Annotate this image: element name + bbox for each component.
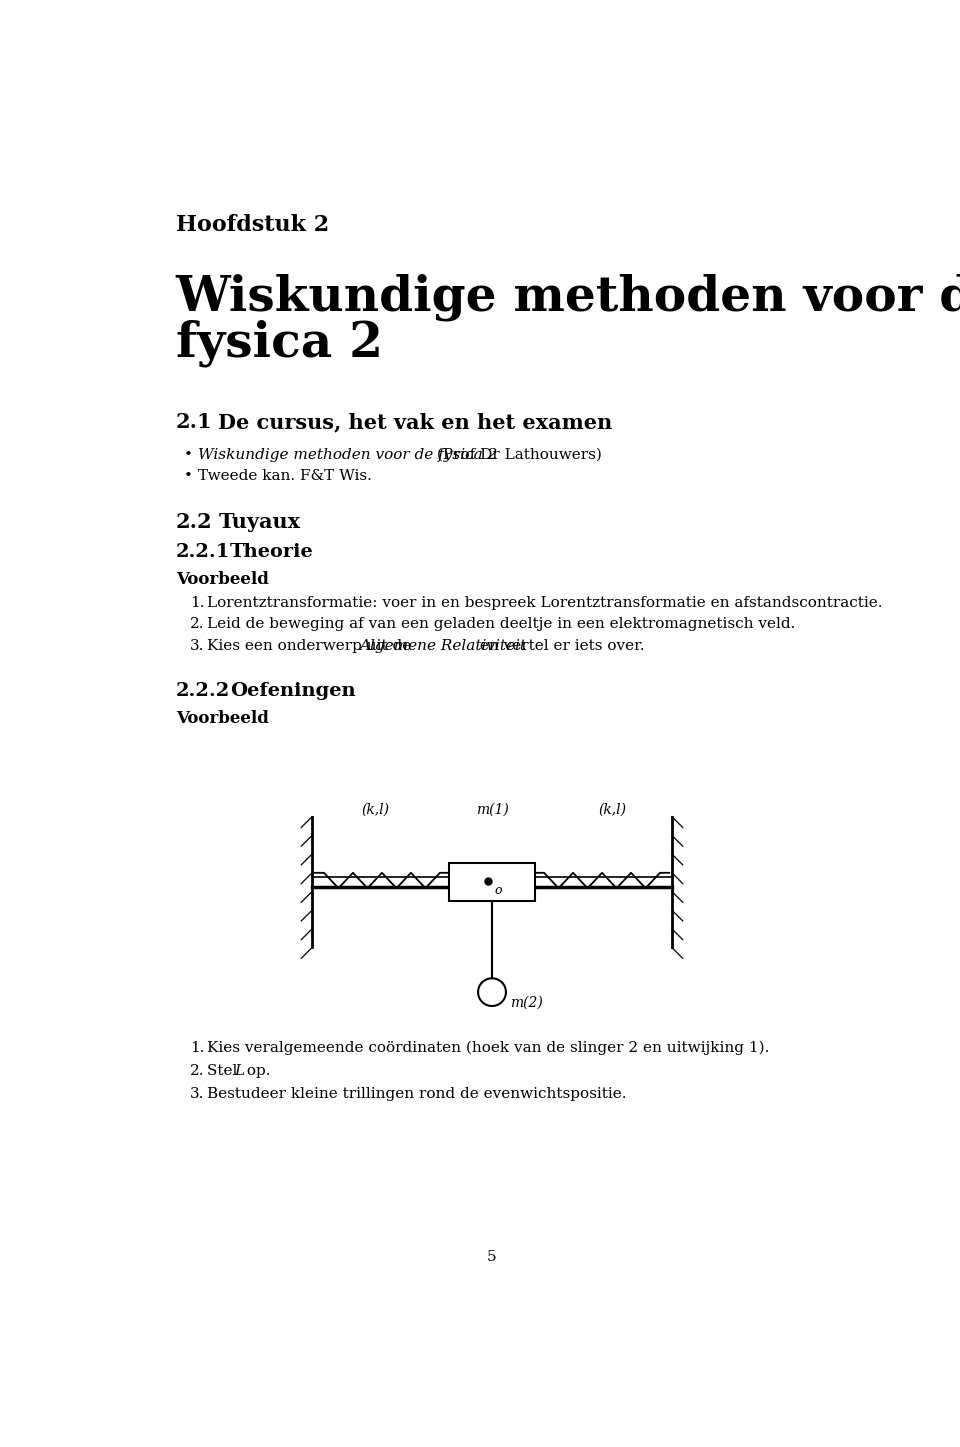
- Text: (k,l): (k,l): [362, 803, 390, 816]
- Text: 1.: 1.: [190, 1040, 204, 1055]
- Text: 2.2.2: 2.2.2: [176, 682, 230, 700]
- Text: L: L: [234, 1064, 244, 1078]
- Text: Voorbeeld: Voorbeeld: [176, 572, 269, 587]
- Text: 2.2.1: 2.2.1: [176, 543, 230, 561]
- Text: 2.: 2.: [190, 618, 204, 631]
- Text: Hoofdstuk 2: Hoofdstuk 2: [176, 214, 329, 236]
- Text: Kies veralgemeende coördinaten (hoek van de slinger 2 en uitwijking 1).: Kies veralgemeende coördinaten (hoek van…: [206, 1040, 769, 1055]
- Text: 3.: 3.: [190, 638, 204, 653]
- Text: op.: op.: [242, 1064, 270, 1078]
- Text: (k,l): (k,l): [598, 803, 626, 816]
- Text: •: •: [183, 469, 192, 483]
- Text: De cursus, het vak en het examen: De cursus, het vak en het examen: [219, 412, 612, 433]
- Text: Lorentztransformatie: voer in en bespreek Lorentztransformatie en afstandscontra: Lorentztransformatie: voer in en bespree…: [206, 596, 882, 609]
- Text: m(2): m(2): [510, 996, 542, 1010]
- Text: •: •: [183, 447, 192, 462]
- Text: 2.: 2.: [190, 1064, 204, 1078]
- Text: o: o: [494, 884, 502, 897]
- Text: Wiskundige methoden voor de: Wiskundige methoden voor de: [176, 273, 960, 321]
- Text: Algemene Relativiteit: Algemene Relativiteit: [359, 638, 526, 653]
- Text: en vertel er iets over.: en vertel er iets over.: [475, 638, 644, 653]
- Text: Oefeningen: Oefeningen: [230, 682, 355, 700]
- Text: Wiskundige methoden voor de fysica 2: Wiskundige methoden voor de fysica 2: [198, 447, 497, 462]
- Text: (Prof Dr Lathouwers): (Prof Dr Lathouwers): [432, 447, 601, 462]
- Bar: [449, 862, 535, 901]
- Text: 3.: 3.: [190, 1087, 204, 1101]
- Text: Theorie: Theorie: [230, 543, 314, 561]
- Text: Voorbeeld: Voorbeeld: [176, 709, 269, 726]
- Text: 2.2: 2.2: [176, 512, 212, 532]
- Text: Leid de beweging af van een geladen deeltje in een elektromagnetisch veld.: Leid de beweging af van een geladen deel…: [206, 618, 795, 631]
- Text: Kies een onderwerp uit de: Kies een onderwerp uit de: [206, 638, 416, 653]
- Text: fysica 2: fysica 2: [176, 320, 383, 368]
- Text: Stel: Stel: [206, 1064, 242, 1078]
- Text: Bestudeer kleine trillingen rond de evenwichtspositie.: Bestudeer kleine trillingen rond de even…: [206, 1087, 626, 1101]
- Text: 2.1: 2.1: [176, 412, 212, 433]
- Text: Tweede kan. F&T Wis.: Tweede kan. F&T Wis.: [198, 469, 372, 483]
- Circle shape: [478, 978, 506, 1006]
- Text: m(1): m(1): [475, 803, 509, 816]
- Text: 5: 5: [487, 1250, 497, 1265]
- Text: 1.: 1.: [190, 596, 204, 609]
- Text: Tuyaux: Tuyaux: [219, 512, 300, 532]
